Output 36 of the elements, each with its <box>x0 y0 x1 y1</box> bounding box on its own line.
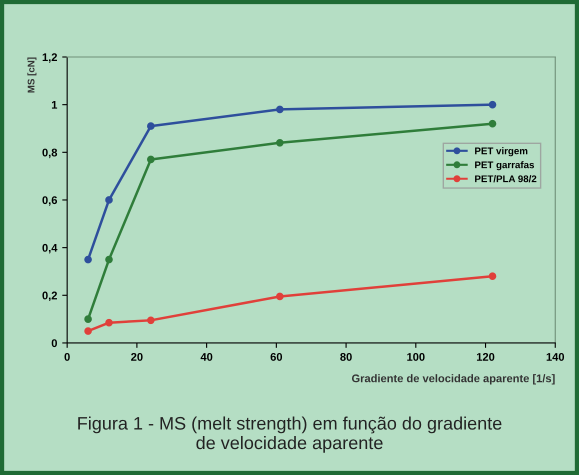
text: Figura 1 - MS (melt strength) em função do gradiente de velocidade aparente <box>78 416 502 453</box>
x-tick-label: 40 <box>200 352 212 361</box>
x-tick-label: 20 <box>131 352 143 361</box>
point <box>276 292 284 300</box>
point <box>84 256 92 264</box>
x-tick-label: 60 <box>270 352 282 361</box>
point <box>105 196 113 204</box>
legend-label: PET/PLA 98/2 <box>475 175 536 182</box>
x-axis-title: Gradiente de velocidade aparente [1/s] <box>352 374 555 384</box>
point <box>276 138 284 147</box>
y-tick-label: 1 <box>52 101 58 109</box>
point <box>105 256 113 264</box>
x-tick-label: 0 <box>64 352 70 361</box>
point <box>488 120 496 128</box>
y-tick-label: 0,2 <box>42 292 57 302</box>
x-tick-label: 140 <box>546 352 564 361</box>
legend-label: PET garrafas <box>475 161 534 170</box>
x-tick-label: 80 <box>340 352 352 361</box>
legend-label: PET virgem <box>475 147 528 156</box>
point <box>488 272 496 280</box>
point <box>84 315 92 323</box>
y-tick-label: 0 <box>52 339 57 348</box>
point <box>147 122 155 130</box>
point <box>84 327 92 335</box>
point <box>488 100 496 108</box>
y-tick-label: 1,2 <box>42 53 57 63</box>
x-tick-label: 100 <box>407 352 425 361</box>
y-tick-label: 0,8 <box>42 148 58 158</box>
point <box>147 316 155 324</box>
point <box>147 156 155 164</box>
y-tick-label: 0,4 <box>42 244 58 254</box>
y-axis-title: MS [cN] <box>27 58 36 93</box>
x-tick-label: 120 <box>476 352 494 361</box>
y-tick-label: 0,6 <box>42 196 58 206</box>
point <box>105 318 113 327</box>
point <box>276 106 284 114</box>
